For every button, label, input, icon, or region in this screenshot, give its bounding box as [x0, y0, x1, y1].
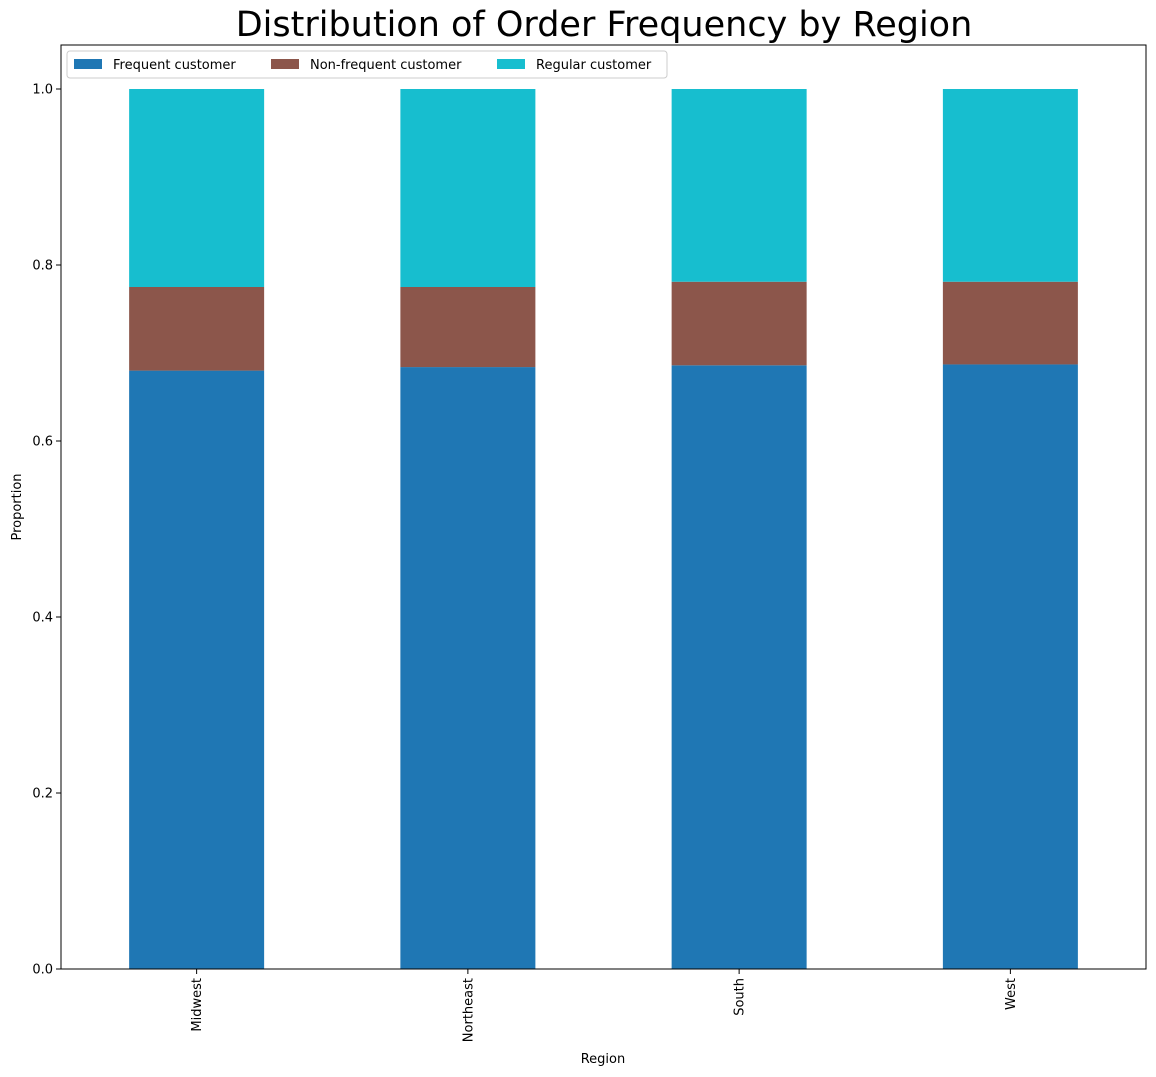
legend-frame [66, 50, 668, 79]
y-tick-label: 0.8 [32, 259, 53, 274]
y-axis: 0.0 0.2 0.4 0.6 0.8 1.0 [32, 83, 61, 978]
y-tick-label: 0.0 [32, 963, 53, 978]
bars-layer [129, 89, 1078, 970]
bar-south-series-2 [671, 89, 807, 282]
legend-swatch [497, 59, 525, 69]
bar-northeast-series-2 [400, 89, 536, 287]
bar-midwest-series-0 [129, 370, 265, 970]
plot-frame [60, 44, 1147, 970]
x-tick-label: Midwest [190, 978, 205, 1032]
chart-title: Distribution of Order Frequency by Regio… [236, 5, 973, 45]
x-tick-label: Northeast [461, 978, 476, 1042]
y-tick-label: 0.4 [32, 611, 53, 626]
x-tick-label: South [733, 978, 748, 1016]
legend-swatch [271, 59, 299, 69]
y-axis-title: Proportion [10, 473, 25, 540]
bar-south-series-0 [671, 365, 807, 969]
bar-northeast-series-1 [400, 287, 536, 368]
legend-swatch [74, 59, 102, 69]
y-tick-label: 1.0 [32, 83, 53, 98]
bar-northeast-series-0 [400, 367, 536, 970]
x-tick-label: West [1004, 978, 1019, 1010]
x-axis-title: Region [581, 1052, 626, 1067]
bar-west-series-2 [942, 89, 1078, 282]
legend-label: Frequent customer [113, 58, 236, 73]
bar-midwest-series-2 [129, 89, 265, 287]
legend: Frequent customer Non-frequent customer Re… [66, 50, 668, 79]
bar-west-series-0 [942, 364, 1078, 969]
legend-label: Non-frequent customer [310, 58, 462, 73]
y-tick-label: 0.6 [32, 435, 53, 450]
x-axis: Midwest Northeast South West [190, 969, 1019, 1042]
bar-west-series-1 [942, 281, 1078, 365]
bar-south-series-1 [671, 281, 807, 366]
legend-label: Regular customer [536, 58, 652, 73]
y-tick-label: 0.2 [32, 787, 53, 802]
bar-midwest-series-1 [129, 287, 265, 371]
